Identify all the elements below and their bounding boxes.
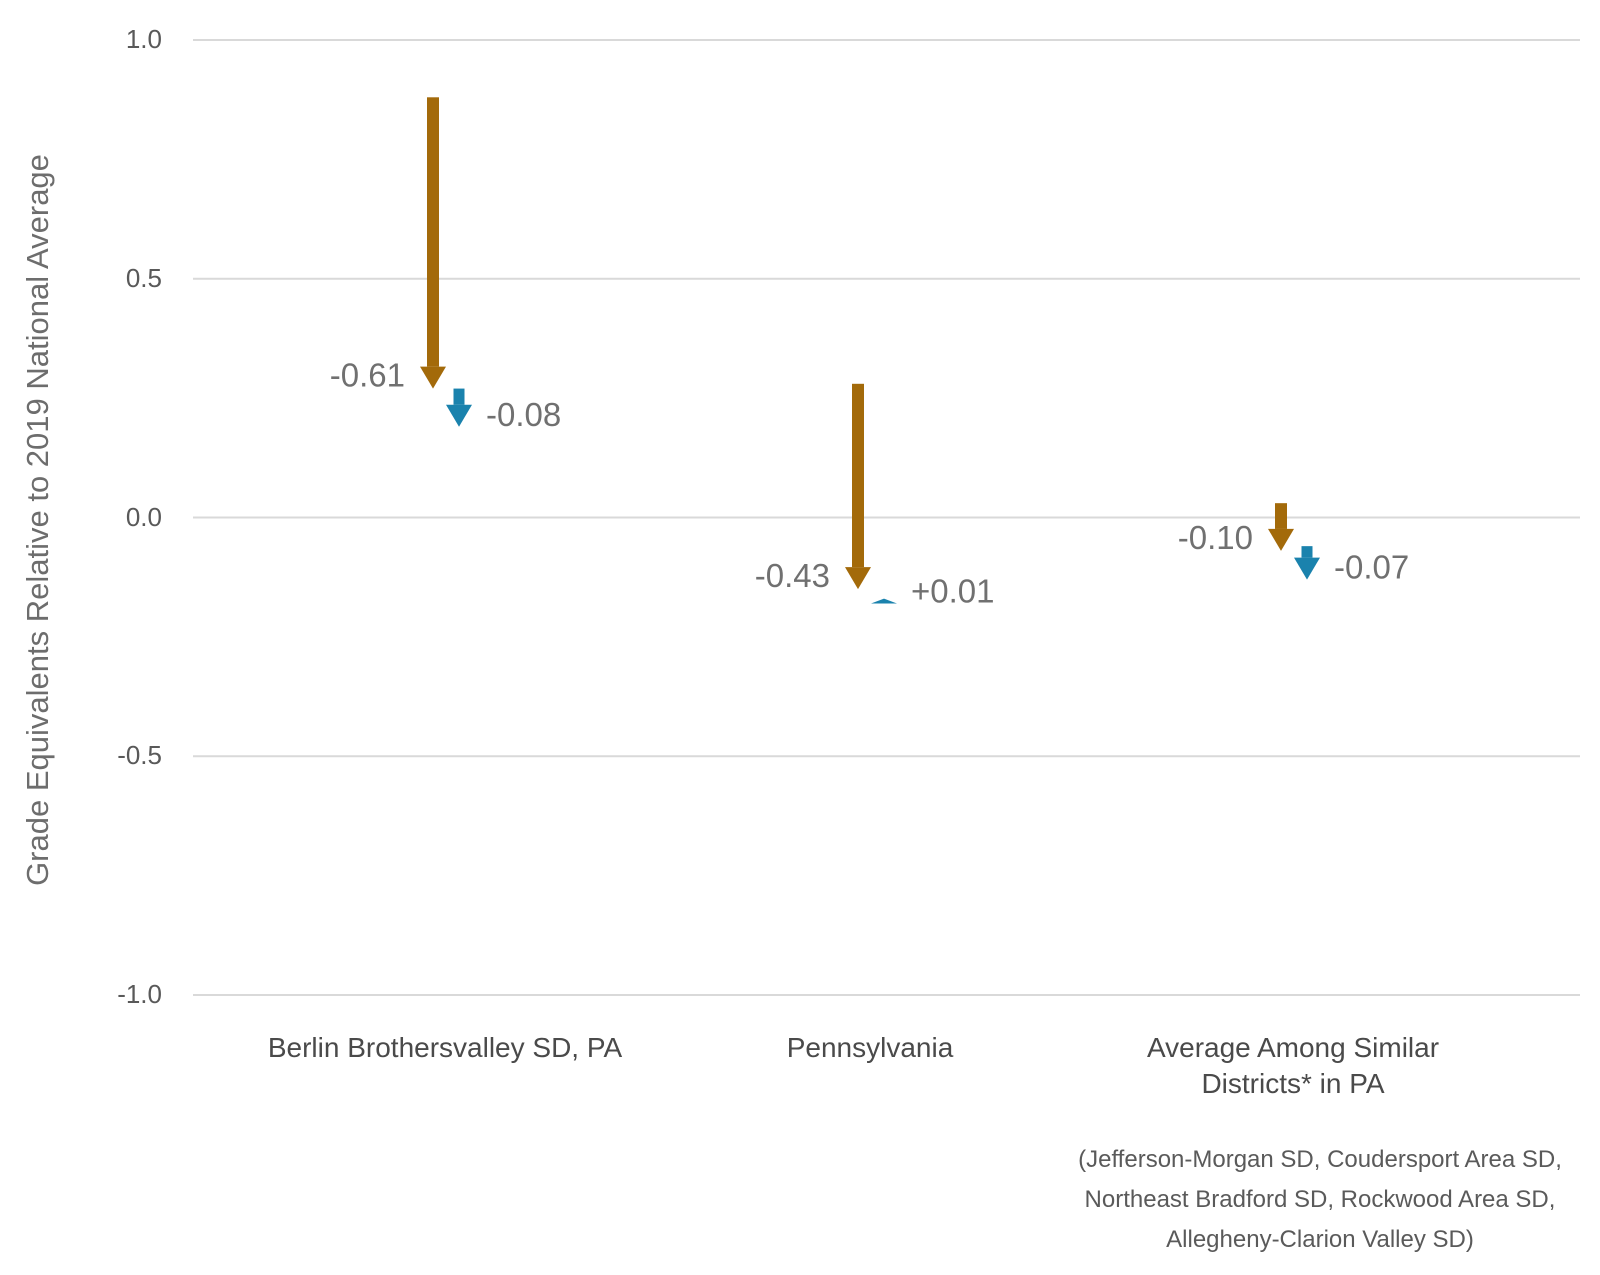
y-tick-label: -0.5 — [117, 740, 162, 771]
value-label: -0.08 — [486, 396, 561, 433]
arrow-shaft — [852, 383, 864, 568]
value-label: -0.61 — [330, 357, 405, 394]
y-tick-label: 0.0 — [125, 501, 162, 532]
similar-districts-footnote: (Jefferson-Morgan SD, Coudersport Area S… — [1078, 1146, 1562, 1253]
arrow-shaft — [427, 97, 439, 367]
arrow-shaft — [1301, 546, 1313, 558]
arrow-marks: -0.61 -0.43 -0.10 -0.08 +0.01 -0.07 — [330, 97, 1409, 609]
arrow-head — [1268, 528, 1294, 551]
arrow-head — [446, 404, 472, 427]
y-axis-label: Grade Equivalents Relative to 2019 Natio… — [20, 154, 55, 886]
arrow-head — [871, 598, 897, 604]
arrow-head — [845, 567, 871, 590]
value-label: +0.01 — [911, 572, 995, 609]
arrow-head — [420, 366, 446, 389]
y-tick-label: 1.0 — [125, 24, 162, 54]
x-category-label: Average Among Similar Districts* in PA — [1146, 1032, 1440, 1099]
value-label: -0.43 — [755, 557, 830, 594]
y-tick-label: 0.5 — [125, 262, 162, 293]
x-category-label: Berlin Brothersvalley SD, PA — [267, 1032, 623, 1063]
value-label: -0.10 — [1178, 519, 1253, 556]
value-label: -0.07 — [1334, 549, 1409, 586]
arrow-head — [1294, 557, 1320, 580]
x-category-label: Pennsylvania — [786, 1032, 954, 1063]
arrow-shaft — [453, 388, 465, 405]
gridlines — [193, 39, 1580, 996]
arrow-shaft — [1275, 503, 1287, 529]
y-tick-label: -1.0 — [117, 979, 162, 1009]
